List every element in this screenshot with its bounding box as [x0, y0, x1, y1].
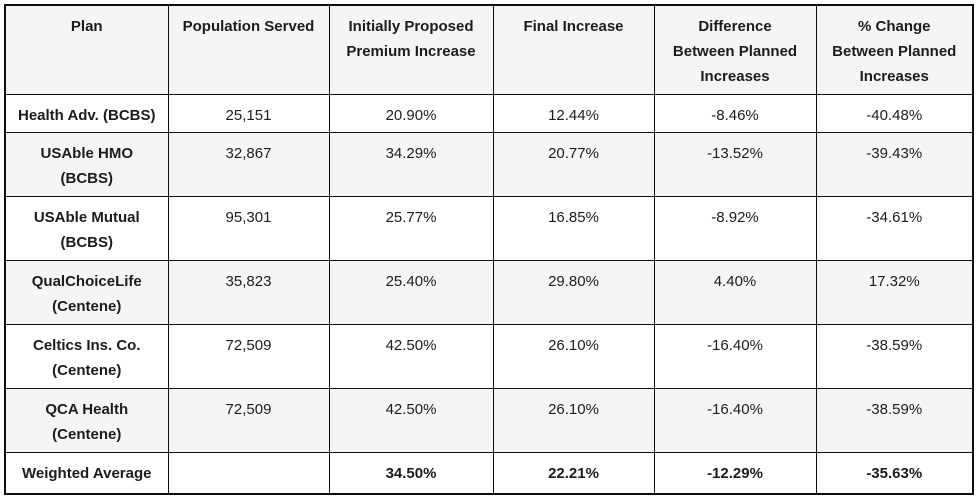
cell-pct-change: -39.43% [815, 131, 974, 197]
cell-population [167, 451, 330, 495]
cell-final-increase: 26.10% [492, 323, 655, 389]
table-row-celtics-ins: Celtics Ins. Co. (Centene) 72,509 42.50%… [4, 323, 974, 389]
cell-initial-increase: 42.50% [328, 387, 494, 453]
cell-pct-change: -34.61% [815, 195, 974, 261]
cell-initial-increase: 34.29% [328, 131, 494, 197]
column-header-final-increase: Final Increase [492, 4, 655, 95]
cell-population: 72,509 [167, 323, 330, 389]
cell-initial-increase: 25.40% [328, 259, 494, 325]
cell-difference: 4.40% [653, 259, 817, 325]
cell-initial-increase: 20.90% [328, 93, 494, 133]
premium-increase-table: Plan Population Served Initially Propose… [4, 4, 974, 495]
cell-population: 35,823 [167, 259, 330, 325]
cell-plan: USAble Mutual (BCBS) [4, 195, 169, 261]
table-row-qualchoicelife: QualChoiceLife (Centene) 35,823 25.40% 2… [4, 259, 974, 325]
cell-plan: USAble HMO (BCBS) [4, 131, 169, 197]
column-header-pct-change-between-planned-increases: % Change Between Planned Increases [815, 4, 974, 95]
table-row-usable-mutual: USAble Mutual (BCBS) 95,301 25.77% 16.85… [4, 195, 974, 261]
cell-final-increase: 29.80% [492, 259, 655, 325]
cell-final-increase: 26.10% [492, 387, 655, 453]
cell-difference: -16.40% [653, 323, 817, 389]
cell-population: 95,301 [167, 195, 330, 261]
cell-pct-change: 17.32% [815, 259, 974, 325]
cell-pct-change: -38.59% [815, 323, 974, 389]
table-row-health-adv: Health Adv. (BCBS) 25,151 20.90% 12.44% … [4, 93, 974, 133]
cell-difference: -16.40% [653, 387, 817, 453]
cell-difference: -8.46% [653, 93, 817, 133]
cell-population: 25,151 [167, 93, 330, 133]
table-header: Plan Population Served Initially Propose… [4, 4, 974, 95]
cell-difference: -12.29% [653, 451, 817, 495]
cell-final-increase: 20.77% [492, 131, 655, 197]
cell-final-increase: 12.44% [492, 93, 655, 133]
cell-plan: Celtics Ins. Co. (Centene) [4, 323, 169, 389]
table-body: Health Adv. (BCBS) 25,151 20.90% 12.44% … [4, 93, 974, 495]
cell-pct-change: -38.59% [815, 387, 974, 453]
cell-pct-change: -40.48% [815, 93, 974, 133]
cell-difference: -13.52% [653, 131, 817, 197]
table-header-row: Plan Population Served Initially Propose… [4, 4, 974, 95]
cell-initial-increase: 34.50% [328, 451, 494, 495]
cell-initial-increase: 42.50% [328, 323, 494, 389]
cell-difference: -8.92% [653, 195, 817, 261]
cell-population: 72,509 [167, 387, 330, 453]
cell-plan: Health Adv. (BCBS) [4, 93, 169, 133]
cell-initial-increase: 25.77% [328, 195, 494, 261]
cell-population: 32,867 [167, 131, 330, 197]
column-header-difference-between-planned-increases: Difference Between Planned Increases [653, 4, 817, 95]
cell-final-increase: 16.85% [492, 195, 655, 261]
cell-plan: QCA Health (Centene) [4, 387, 169, 453]
table-row-weighted-average: Weighted Average 34.50% 22.21% -12.29% -… [4, 451, 974, 495]
table-row-usable-hmo: USAble HMO (BCBS) 32,867 34.29% 20.77% -… [4, 131, 974, 197]
table-row-qca-health: QCA Health (Centene) 72,509 42.50% 26.10… [4, 387, 974, 453]
cell-pct-change: -35.63% [815, 451, 974, 495]
column-header-population-served: Population Served [167, 4, 330, 95]
cell-plan: Weighted Average [4, 451, 169, 495]
column-header-plan: Plan [4, 4, 169, 95]
column-header-initially-proposed-premium-increase: Initially Proposed Premium Increase [328, 4, 494, 95]
cell-final-increase: 22.21% [492, 451, 655, 495]
cell-plan: QualChoiceLife (Centene) [4, 259, 169, 325]
